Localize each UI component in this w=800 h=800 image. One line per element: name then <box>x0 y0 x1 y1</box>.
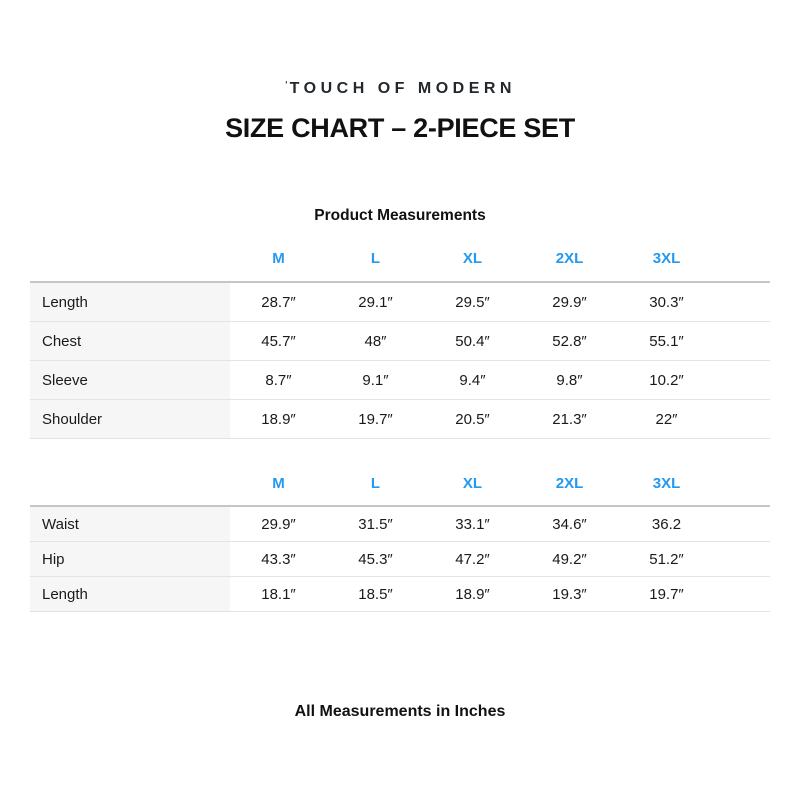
size-column-header: 2XL <box>521 455 618 507</box>
measurement-value: 29.5″ <box>424 282 521 322</box>
table-row: Shoulder 18.9″ 19.7″ 20.5″ 21.3″ 22″ <box>30 399 770 439</box>
row-label: Hip <box>30 541 230 577</box>
filler-cell <box>715 506 770 542</box>
filler-cell <box>715 321 770 361</box>
corner-cell <box>30 226 230 283</box>
size-column-header: L <box>327 226 424 283</box>
measurement-value: 10.2″ <box>618 360 715 400</box>
row-label: Chest <box>30 321 230 361</box>
measurement-value: 18.9″ <box>230 399 327 439</box>
page-title: SIZE CHART – 2-PIECE SET <box>225 113 575 143</box>
table-row: Hip 43.3″ 45.3″ 47.2″ 49.2″ 51.2″ <box>30 541 770 577</box>
logo-tick-mark: ˈ <box>284 78 289 94</box>
filler-cell <box>715 282 770 322</box>
measurement-value: 19.7″ <box>327 399 424 439</box>
filler-cell <box>715 226 770 283</box>
row-label: Length <box>30 282 230 322</box>
measurement-value: 30.3″ <box>618 282 715 322</box>
size-column-header: L <box>327 455 424 507</box>
measurement-value: 29.9″ <box>521 282 618 322</box>
row-label: Shoulder <box>30 399 230 439</box>
measurement-value: 29.1″ <box>327 282 424 322</box>
size-column-header: 3XL <box>618 226 715 283</box>
measurement-value: 9.4″ <box>424 360 521 400</box>
size-header-row: M L XL 2XL 3XL <box>30 226 770 283</box>
measurement-value: 29.9″ <box>230 506 327 542</box>
corner-cell <box>30 455 230 507</box>
upper-measurements-table: M L XL 2XL 3XL Length 28.7″ 29.1″ 29.5″ … <box>30 226 770 439</box>
measurement-value: 28.7″ <box>230 282 327 322</box>
measurement-value: 48″ <box>327 321 424 361</box>
lower-measurements-table: M L XL 2XL 3XL Waist 29.9″ 31.5″ 33.1″ 3… <box>30 455 770 612</box>
filler-cell <box>715 360 770 400</box>
size-column-header: 3XL <box>618 455 715 507</box>
measurement-value: 18.1″ <box>230 576 327 612</box>
measurement-value: 20.5″ <box>424 399 521 439</box>
measurement-value: 19.3″ <box>521 576 618 612</box>
measurement-value: 49.2″ <box>521 541 618 577</box>
table-row: Chest 45.7″ 48″ 50.4″ 52.8″ 55.1″ <box>30 321 770 361</box>
size-column-header: M <box>230 226 327 283</box>
measurement-value: 9.1″ <box>327 360 424 400</box>
measurement-value: 19.7″ <box>618 576 715 612</box>
measurement-value: 22″ <box>618 399 715 439</box>
row-label: Waist <box>30 506 230 542</box>
table-row: Waist 29.9″ 31.5″ 33.1″ 34.6″ 36.2 <box>30 506 770 542</box>
row-label: Length <box>30 576 230 612</box>
measurement-value: 45.7″ <box>230 321 327 361</box>
measurement-value: 45.3″ <box>327 541 424 577</box>
measurement-value: 34.6″ <box>521 506 618 542</box>
measurement-value: 18.9″ <box>424 576 521 612</box>
brand-logo-text: TOUCH OF MODERN <box>289 80 516 97</box>
measurement-value: 31.5″ <box>327 506 424 542</box>
measurement-value: 47.2″ <box>424 541 521 577</box>
footer-note: All Measurements in Inches <box>294 703 506 720</box>
row-label: Sleeve <box>30 360 230 400</box>
measurement-value: 51.2″ <box>618 541 715 577</box>
table-row: Length 28.7″ 29.1″ 29.5″ 29.9″ 30.3″ <box>30 282 770 322</box>
filler-cell <box>715 541 770 577</box>
measurement-value: 52.8″ <box>521 321 618 361</box>
filler-cell <box>715 576 770 612</box>
measurement-value: 9.8″ <box>521 360 618 400</box>
size-column-header: XL <box>424 226 521 283</box>
measurement-value: 50.4″ <box>424 321 521 361</box>
measurement-value: 21.3″ <box>521 399 618 439</box>
measurement-value: 55.1″ <box>618 321 715 361</box>
measurement-value: 18.5″ <box>327 576 424 612</box>
size-column-header: 2XL <box>521 226 618 283</box>
filler-cell <box>715 455 770 507</box>
table-row: Length 18.1″ 18.5″ 18.9″ 19.3″ 19.7″ <box>30 576 770 612</box>
measurement-value: 43.3″ <box>230 541 327 577</box>
table-row: Sleeve 8.7″ 9.1″ 9.4″ 9.8″ 10.2″ <box>30 360 770 400</box>
size-header-row: M L XL 2XL 3XL <box>30 455 770 507</box>
measurement-value: 36.2 <box>618 506 715 542</box>
measurement-value: 33.1″ <box>424 506 521 542</box>
measurement-value: 8.7″ <box>230 360 327 400</box>
size-column-header: M <box>230 455 327 507</box>
size-column-header: XL <box>424 455 521 507</box>
brand-logo: ˈTOUCH OF MODERN <box>0 0 800 99</box>
section-heading: Product Measurements <box>314 207 486 224</box>
filler-cell <box>715 399 770 439</box>
